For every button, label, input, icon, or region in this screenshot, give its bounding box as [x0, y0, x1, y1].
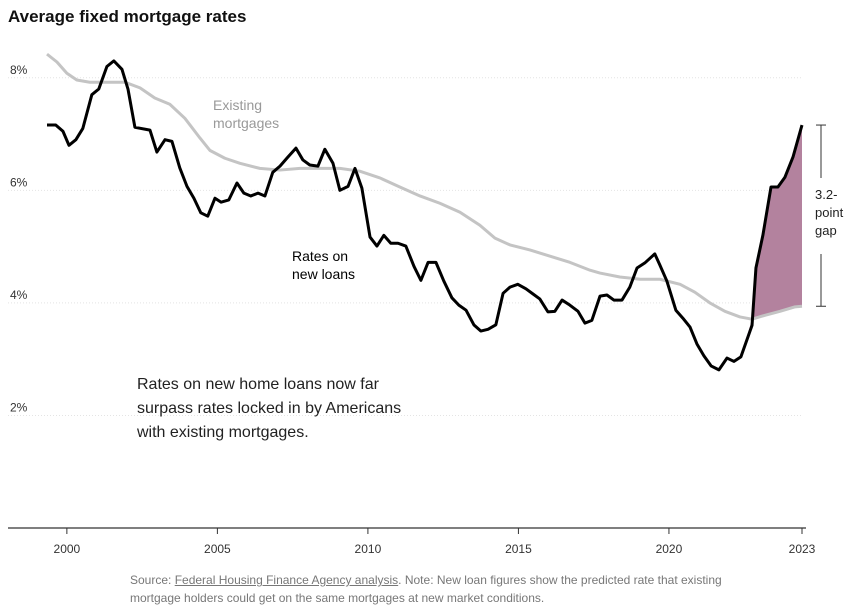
x-tick-label: 2023 [789, 542, 816, 556]
x-tick-label: 2020 [656, 542, 683, 556]
line [46, 52, 803, 321]
line [47, 59, 804, 372]
annotation: Rates on new home loans now far surpass … [137, 376, 402, 441]
source-note: . Note: New loan figures show the predic… [130, 573, 722, 605]
series-label: Existing mortgages [213, 97, 280, 131]
y-tick-label: 8% [10, 63, 28, 77]
y-tick-label: 4% [10, 288, 28, 302]
gap-area [740, 125, 802, 357]
source-link[interactable]: Federal Housing Finance Agency analysis [174, 573, 399, 587]
x-tick-label: 2015 [505, 542, 532, 556]
chart-title: Average fixed mortgage rates [8, 7, 247, 26]
gap-label: 3.2-point gap [815, 187, 844, 238]
y-tick-label: 2% [10, 400, 28, 414]
x-tick-label: 2005 [204, 542, 231, 556]
x-tick-label: 2000 [54, 542, 81, 556]
source-prefix: Source: [130, 573, 172, 587]
y-tick-label: 6% [10, 175, 28, 189]
x-tick-label: 2010 [355, 542, 382, 556]
series-label: Rates on new loans [292, 248, 356, 282]
source: Source: Federal Housing Finance Agency a… [130, 571, 730, 607]
